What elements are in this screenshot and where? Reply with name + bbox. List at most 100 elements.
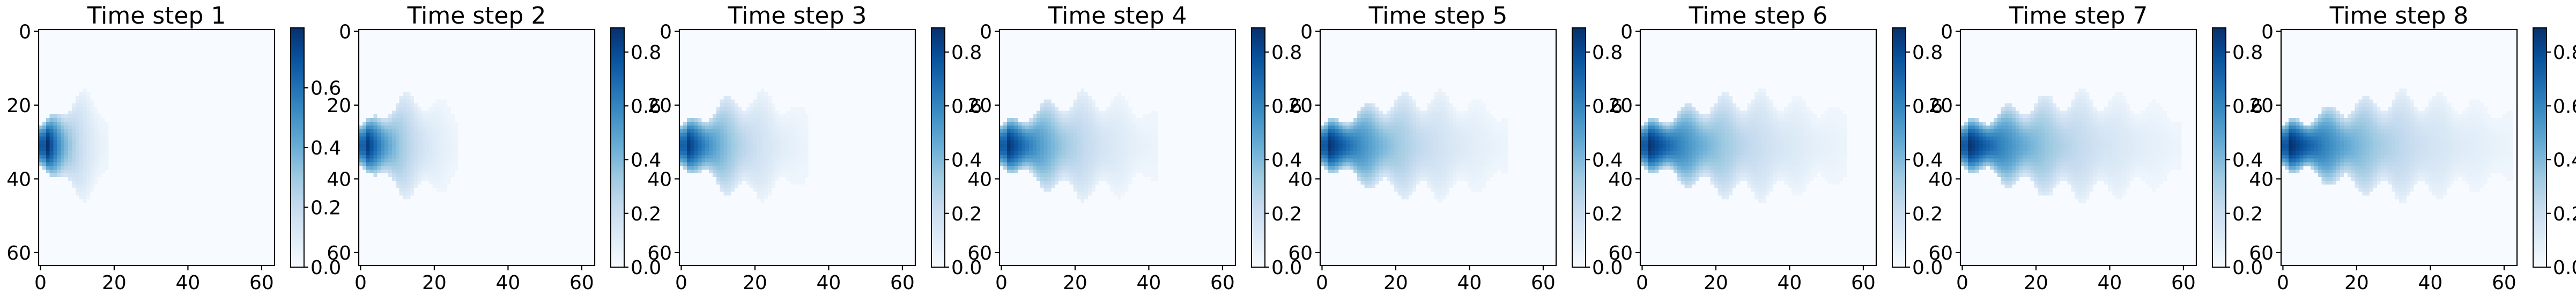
y-tick-label: 60 xyxy=(967,242,992,264)
y-tick-label: 20 xyxy=(327,95,351,117)
colorbar-tick-label: 0.6 xyxy=(951,95,982,117)
x-tick-label: 60 xyxy=(1531,272,1556,294)
heatmap-image xyxy=(1960,30,2196,266)
colorbar-tick-label: 0.4 xyxy=(2553,150,2576,172)
colorbar xyxy=(1892,27,1906,268)
x-tick-label: 20 xyxy=(2024,272,2048,294)
heatmap-image xyxy=(1320,30,1556,266)
x-tick-label: 40 xyxy=(2418,272,2443,294)
colorbar-tick-label: 0.6 xyxy=(1912,95,1943,117)
x-tick-label: 40 xyxy=(496,272,521,294)
y-tick-label: 40 xyxy=(327,168,351,190)
colorbar-tick-label: 0.0 xyxy=(1912,257,1943,279)
colorbar-tick-label: 0.0 xyxy=(631,257,661,279)
x-tick-label: 40 xyxy=(817,272,841,294)
axes-frame xyxy=(998,28,1237,267)
colorbar-tick-label: 0.0 xyxy=(951,257,982,279)
panel-title: Time step 3 xyxy=(728,2,867,30)
x-tick-label: 40 xyxy=(1137,272,1161,294)
colorbar-tick-label: 0.4 xyxy=(1912,150,1943,172)
x-tick-label: 0 xyxy=(34,272,47,294)
x-tick-label: 40 xyxy=(2098,272,2122,294)
axes-frame xyxy=(1319,28,1557,267)
y-tick-label: 0 xyxy=(980,21,992,43)
y-tick-label: 0 xyxy=(1620,21,1633,43)
heatmap-image xyxy=(1640,30,1876,266)
x-tick-label: 0 xyxy=(1636,272,1648,294)
y-tick-label: 60 xyxy=(1928,242,1953,264)
axes-frame xyxy=(678,28,916,267)
y-tick-label: 20 xyxy=(967,95,992,117)
colorbar xyxy=(1572,27,1586,268)
panel-title: Time step 4 xyxy=(1048,2,1187,30)
colorbar xyxy=(290,27,305,268)
colorbar-tick-label: 0.6 xyxy=(2553,95,2576,117)
colorbar-tick-label: 0.2 xyxy=(951,203,982,225)
y-tick-label: 40 xyxy=(2249,168,2274,190)
colorbar-tick-label: 0.8 xyxy=(2232,42,2263,64)
colorbar-tick-label: 0.2 xyxy=(2232,203,2263,225)
axes-frame xyxy=(1959,28,2197,267)
y-tick-label: 0 xyxy=(339,21,351,43)
colorbar-tick-label: 0.8 xyxy=(631,42,661,64)
colorbar-tick-label: 0.2 xyxy=(2553,203,2576,225)
y-tick-label: 20 xyxy=(1288,95,1313,117)
y-tick-label: 0 xyxy=(19,21,31,43)
colorbar-tick-label: 0.6 xyxy=(2232,95,2263,117)
panel-title: Time step 5 xyxy=(1368,2,1508,30)
colorbar-tick-label: 0.6 xyxy=(631,95,661,117)
y-tick-label: 40 xyxy=(1608,168,1633,190)
x-tick-label: 20 xyxy=(1704,272,1728,294)
x-tick-label: 20 xyxy=(743,272,767,294)
colorbar xyxy=(610,27,625,268)
x-tick-label: 0 xyxy=(995,272,1008,294)
heatmap-image xyxy=(1000,30,1235,266)
heatmap-image xyxy=(359,30,595,266)
colorbar-tick-label: 0.6 xyxy=(1271,95,1302,117)
x-tick-label: 60 xyxy=(1851,272,1876,294)
y-tick-label: 40 xyxy=(647,168,672,190)
x-tick-label: 0 xyxy=(1956,272,1968,294)
colorbar-tick-label: 0.8 xyxy=(1271,42,1302,64)
y-tick-label: 20 xyxy=(6,95,31,117)
x-tick-label: 40 xyxy=(1457,272,1482,294)
colorbar-tick-label: 0.4 xyxy=(1592,150,1623,172)
x-tick-label: 0 xyxy=(675,272,687,294)
colorbar-tick-label: 0.2 xyxy=(310,197,341,219)
panel-title: Time step 2 xyxy=(407,2,546,30)
x-tick-label: 60 xyxy=(569,272,594,294)
x-tick-label: 20 xyxy=(1063,272,1087,294)
colorbar-tick-label: 0.0 xyxy=(2232,257,2263,279)
colorbar-tick-label: 0.8 xyxy=(1592,42,1623,64)
x-tick-label: 0 xyxy=(1316,272,1328,294)
x-tick-label: 20 xyxy=(422,272,447,294)
colorbar-tick-label: 0.4 xyxy=(631,150,661,172)
panel-title: Time step 7 xyxy=(2009,2,2148,30)
colorbar xyxy=(1251,27,1265,268)
heatmap-image xyxy=(679,30,915,266)
y-tick-label: 20 xyxy=(1928,95,1953,117)
colorbar-tick-label: 0.0 xyxy=(1592,257,1623,279)
y-tick-label: 0 xyxy=(660,21,672,43)
x-tick-label: 40 xyxy=(176,272,201,294)
y-tick-label: 0 xyxy=(1300,21,1313,43)
colorbar-tick-label: 0.2 xyxy=(631,203,661,225)
y-tick-label: 60 xyxy=(1288,242,1313,264)
y-tick-label: 40 xyxy=(1288,168,1313,190)
colorbar-tick-label: 0.0 xyxy=(2553,257,2576,279)
x-tick-label: 20 xyxy=(2344,272,2369,294)
colorbar-tick-label: 0.8 xyxy=(1912,42,1943,64)
colorbar-tick-label: 0.2 xyxy=(1271,203,1302,225)
y-tick-label: 60 xyxy=(6,242,31,264)
x-tick-label: 60 xyxy=(249,272,274,294)
y-tick-label: 40 xyxy=(967,168,992,190)
panel-title: Time step 8 xyxy=(2329,2,2469,30)
x-tick-label: 0 xyxy=(354,272,367,294)
colorbar-tick-label: 0.4 xyxy=(951,150,982,172)
